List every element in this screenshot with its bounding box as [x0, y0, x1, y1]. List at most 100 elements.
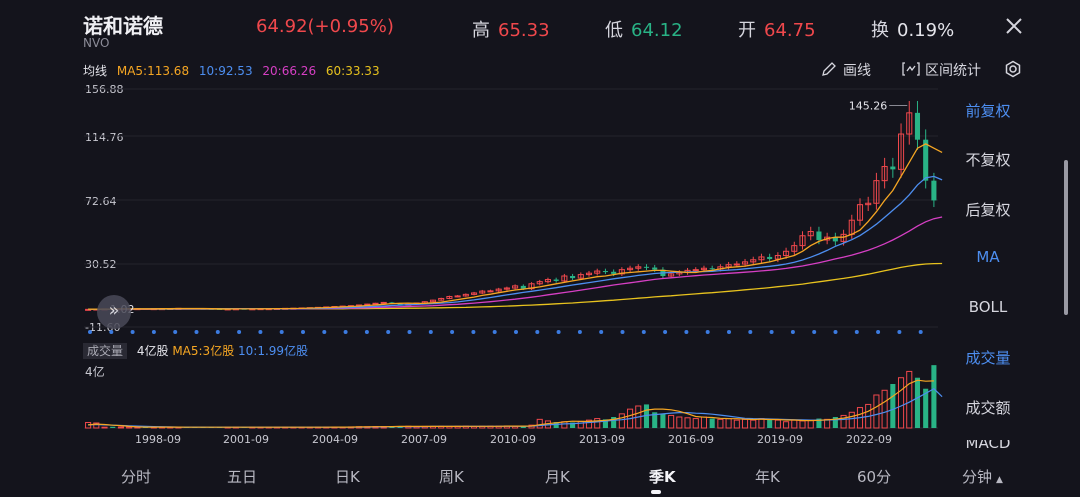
- stock-name: 诺和诺德: [83, 14, 163, 38]
- candle-body: [495, 288, 502, 292]
- volume-bar: [676, 416, 683, 429]
- menu-volume[interactable]: 成交量: [965, 349, 1011, 367]
- volume-bar: [816, 418, 822, 428]
- volume-bar: [700, 416, 708, 429]
- candle-body: [758, 256, 765, 261]
- volume-bar: [890, 384, 896, 428]
- volume-bar: [660, 413, 666, 428]
- menu-backward-adjusted[interactable]: 后复权: [965, 201, 1011, 219]
- volume-bar: [643, 404, 650, 428]
- volume-bar: [652, 412, 658, 428]
- event-dot: [705, 330, 710, 334]
- tab-daily-k[interactable]: 日K: [335, 468, 360, 486]
- x-axis-label: 2001-09: [223, 433, 269, 446]
- tab-yearly-k[interactable]: 年K: [755, 468, 780, 486]
- event-dot: [173, 330, 178, 334]
- event-dot: [194, 330, 199, 334]
- x-axis-label: 2022-09: [846, 433, 892, 446]
- volume-ma10: 10:1.99亿股: [238, 344, 309, 358]
- menu-scrollbar[interactable]: [1064, 160, 1068, 315]
- menu-turnover-amount[interactable]: 成交额: [965, 399, 1011, 417]
- tab-quarterly-k[interactable]: 季K: [649, 468, 676, 486]
- candle-body: [890, 166, 896, 170]
- x-axis-label: 2016-09: [668, 433, 714, 446]
- volume-bar: [536, 418, 543, 429]
- volume-bar: [783, 421, 790, 429]
- volume-bar: [553, 422, 559, 428]
- candle-body: [372, 302, 379, 305]
- volume-bar: [848, 411, 855, 429]
- volume-bar: [117, 426, 124, 429]
- event-dot: [577, 330, 582, 334]
- candle-body: [873, 180, 880, 204]
- candle-body: [635, 266, 642, 269]
- candle-body: [602, 271, 608, 273]
- event-dot: [748, 330, 753, 334]
- draw-tool-label: 画线: [843, 63, 871, 79]
- volume-bar: [840, 414, 847, 429]
- event-dot: [322, 330, 327, 334]
- candle-body: [380, 301, 387, 304]
- volume-bar: [881, 389, 888, 429]
- candle-body: [528, 283, 535, 290]
- tab-minute[interactable]: 分钟 ▲: [962, 466, 1003, 487]
- tab-weekly-k[interactable]: 周K: [439, 468, 464, 486]
- candle-body: [611, 271, 617, 274]
- ma10-value: 10:92.53: [198, 64, 253, 78]
- event-dot: [684, 330, 689, 334]
- collapse-panel-button[interactable]: »: [97, 295, 131, 329]
- menu-macd[interactable]: MACD: [965, 440, 1011, 450]
- event-dot: [897, 330, 902, 334]
- event-dot: [471, 330, 476, 334]
- open-label: 开: [738, 20, 756, 41]
- candle-body: [709, 268, 715, 270]
- menu-unadjusted[interactable]: 不复权: [965, 151, 1011, 169]
- candle-body: [856, 204, 864, 221]
- menu-ma[interactable]: MA: [976, 248, 1000, 266]
- max-price-annotation: 145.26: [849, 99, 888, 112]
- candle-body: [832, 237, 838, 242]
- volume-bar: [931, 365, 937, 428]
- candle-body: [503, 287, 510, 290]
- range-stats-button[interactable]: 区间统计: [902, 60, 981, 80]
- close-button[interactable]: [1000, 12, 1028, 40]
- candle-body: [700, 267, 708, 271]
- settings-button[interactable]: [1004, 60, 1022, 82]
- candle-body: [840, 233, 847, 242]
- candle-body: [881, 166, 888, 182]
- turnover-value: 0.19%: [897, 20, 955, 41]
- ma5-value: MA5:113.68: [116, 64, 190, 78]
- candle-body: [570, 276, 576, 279]
- candle-body: [898, 133, 905, 170]
- tab-monthly-k[interactable]: 月K: [545, 468, 570, 486]
- event-dot: [364, 330, 369, 334]
- candle-body: [791, 245, 798, 252]
- draw-tool-button[interactable]: 画线: [821, 60, 871, 80]
- candle-body: [652, 267, 658, 270]
- x-axis-label: 1998-09: [135, 433, 181, 446]
- candle-body: [438, 297, 445, 301]
- volume-bar: [93, 422, 100, 429]
- menu-forward-adjusted[interactable]: 前复权: [965, 102, 1011, 120]
- volume-bar: [898, 377, 905, 429]
- volume-bar: [101, 426, 108, 429]
- volume-bar: [758, 418, 765, 429]
- candle-body: [750, 259, 757, 263]
- low-value: 64.12: [631, 20, 683, 41]
- volume-bar: [668, 414, 675, 429]
- high-label: 高: [472, 20, 490, 41]
- event-dot: [620, 330, 625, 334]
- volume-bar: [750, 419, 757, 429]
- event-dot: [109, 330, 114, 334]
- tab-60-min[interactable]: 60分: [857, 468, 892, 486]
- open-quote: 开 64.75: [738, 16, 816, 42]
- volume-bar: [611, 417, 617, 428]
- active-tab-indicator: [651, 490, 661, 494]
- tab-five-day[interactable]: 五日: [227, 468, 258, 486]
- volume-bar: [570, 422, 576, 428]
- tab-intraday[interactable]: 分时: [121, 468, 152, 486]
- menu-boll[interactable]: BOLL: [968, 298, 1008, 316]
- volume-bar: [914, 377, 921, 428]
- event-dot: [215, 330, 220, 334]
